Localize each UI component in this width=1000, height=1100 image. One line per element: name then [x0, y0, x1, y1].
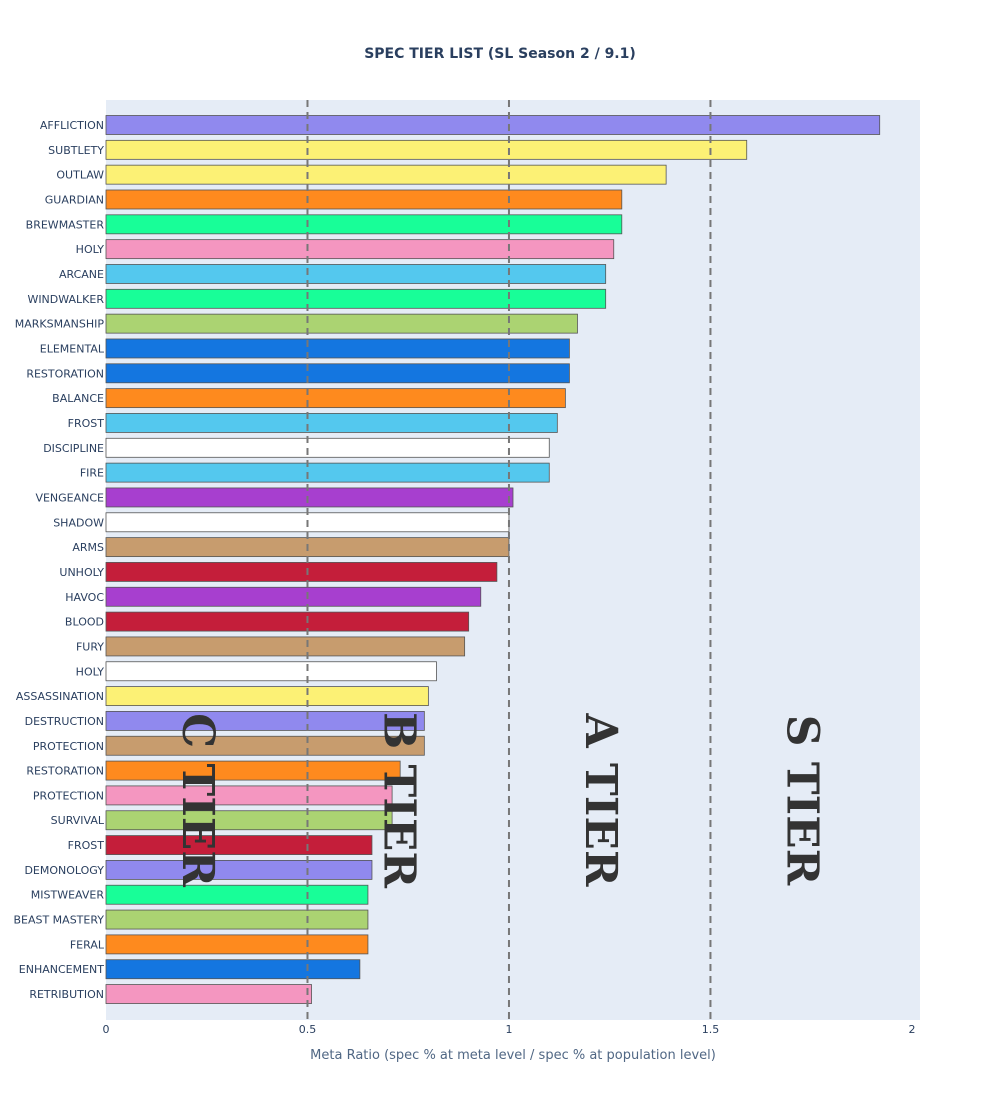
bar — [105, 437, 550, 458]
bar — [105, 611, 470, 632]
bar — [105, 785, 393, 806]
y-tick-label: RETRIBUTION — [29, 988, 104, 1001]
y-tick-label: ENHANCEMENT — [19, 963, 105, 976]
y-tick-label: VENGEANCE — [35, 491, 104, 504]
y-tick-label: MARKSMANSHIP — [15, 318, 105, 331]
bar — [105, 711, 425, 731]
y-tick-label: OUTLAW — [56, 169, 104, 182]
bar — [105, 487, 514, 508]
y-tick-label: RESTORATION — [26, 367, 104, 380]
bar — [105, 959, 361, 980]
bar — [105, 214, 623, 235]
bar — [105, 984, 312, 1004]
y-tick-label: RESTORATION — [26, 765, 104, 778]
bar — [105, 760, 401, 781]
bar — [105, 562, 498, 582]
bar — [105, 363, 570, 384]
y-tick-label: ASSASSINATION — [16, 690, 104, 703]
bar — [105, 860, 373, 880]
bar — [105, 686, 429, 706]
y-tick-label: PROTECTION — [33, 789, 104, 802]
bar — [105, 239, 615, 260]
x-tick-label: 2 — [908, 1023, 915, 1036]
bar — [105, 115, 881, 135]
bar — [105, 661, 437, 682]
x-tick-label: 0 — [103, 1023, 110, 1036]
bar — [105, 835, 373, 855]
y-tick-label: AFFLICTION — [40, 119, 104, 132]
x-tick-label: 1 — [505, 1023, 512, 1036]
bar — [105, 338, 570, 359]
y-tick-label: ARCANE — [59, 268, 104, 281]
y-tick-label: FERAL — [70, 938, 105, 951]
y-tick-label: ELEMENTAL — [40, 342, 105, 355]
x-tick-label: 1.5 — [702, 1023, 720, 1036]
y-tick-label: HAVOC — [65, 591, 104, 604]
bar — [105, 139, 748, 160]
y-tick-label: DEMONOLOGY — [24, 864, 104, 877]
y-tick-label: SUBTLETY — [48, 144, 104, 157]
y-tick-label: GUARDIAN — [45, 193, 104, 206]
y-tick-label: BEAST MASTERY — [13, 914, 104, 927]
y-tick-label: MISTWEAVER — [31, 889, 105, 902]
tier-label: A TIER — [575, 713, 626, 887]
y-tick-label: FROST — [68, 417, 105, 430]
y-tick-label: HOLY — [76, 243, 105, 256]
x-axis-title: Meta Ratio (spec % at meta level / spec … — [310, 1048, 716, 1063]
y-tick-label: UNHOLY — [59, 566, 104, 579]
bar — [105, 909, 369, 930]
bar — [105, 934, 369, 955]
bar — [105, 264, 607, 284]
y-tick-label: BLOOD — [65, 616, 104, 629]
bar — [105, 810, 393, 831]
y-tick-label: BREWMASTER — [26, 218, 105, 231]
tier-label: S TIER — [777, 715, 828, 886]
bar — [105, 884, 369, 905]
tier-label: B TIER — [374, 712, 425, 888]
bar — [105, 636, 466, 657]
bar — [105, 189, 623, 210]
chart-title: SPEC TIER LIST (SL Season 2 / 9.1) — [364, 46, 636, 62]
y-tick-label: HOLY — [76, 665, 105, 678]
y-tick-label: FURY — [76, 640, 104, 653]
y-tick-label: WINDWALKER — [27, 293, 104, 306]
bar — [105, 586, 482, 607]
y-tick-label: PROTECTION — [33, 740, 104, 753]
bar — [105, 388, 566, 409]
tier-label: C TIER — [172, 713, 223, 887]
bar — [105, 735, 425, 756]
y-tick-label: SURVIVAL — [51, 814, 105, 827]
y-tick-label: FIRE — [80, 467, 104, 480]
x-tick-label: 0.5 — [299, 1023, 317, 1036]
y-tick-label: FROST — [68, 839, 105, 852]
bar — [105, 462, 550, 483]
y-tick-label: ARMS — [72, 541, 104, 554]
bar — [105, 413, 558, 433]
bar — [105, 288, 607, 309]
bar — [105, 164, 667, 185]
bar — [105, 313, 578, 334]
y-tick-label: DESTRUCTION — [25, 715, 104, 728]
y-tick-label: BALANCE — [52, 392, 104, 405]
y-tick-label: DISCIPLINE — [43, 442, 104, 455]
y-tick-label: SHADOW — [53, 516, 104, 529]
